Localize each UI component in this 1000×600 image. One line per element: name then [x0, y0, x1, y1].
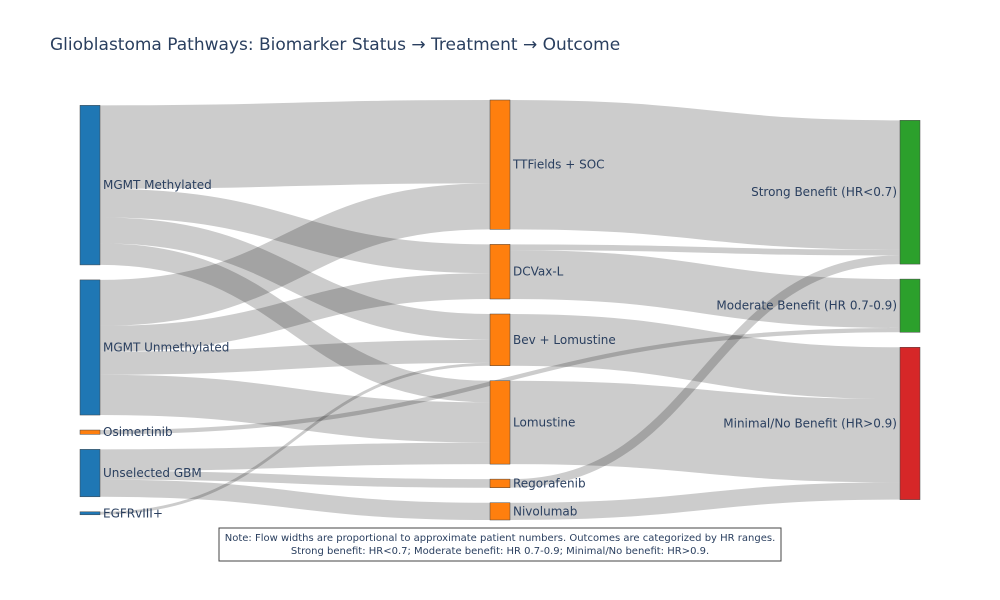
- link-mgmt_m-to-dcv: [99, 188, 491, 274]
- link-ttf-to-strong: [509, 100, 901, 250]
- node-bev: [489, 313, 511, 366]
- node-minimal: [899, 347, 921, 500]
- node-label-minimal: Minimal/No Benefit (HR>0.9): [723, 416, 897, 430]
- link-dcv-to-strong: [509, 244, 901, 256]
- node-rego: [489, 478, 511, 488]
- node-lom: [489, 380, 511, 465]
- note-box: Note: Flow widths are proportional to ap…: [218, 527, 782, 562]
- node-label-mgmt_u: MGMT Unmethylated: [103, 340, 229, 354]
- node-moderate: [899, 278, 921, 333]
- node-egfr: [79, 511, 101, 516]
- node-nivo: [489, 502, 511, 521]
- link-mgmt_u-to-ttf: [99, 183, 491, 326]
- node-label-mgmt_m: MGMT Methylated: [103, 178, 212, 192]
- link-mgmt_u-to-bev: [99, 339, 491, 375]
- node-label-strong: Strong Benefit (HR<0.7): [751, 185, 897, 199]
- link-dcv-to-moderate: [509, 250, 901, 328]
- links-layer: [99, 100, 901, 520]
- link-unsel-to-nivo: [99, 479, 491, 520]
- note-border: [218, 527, 782, 562]
- node-label-egfr: EGFRvIII+: [103, 506, 163, 520]
- link-egfr-to-bev: [99, 362, 491, 515]
- node-label-lom: Lomustine: [513, 415, 575, 429]
- link-mgmt_m-to-ttf: [99, 100, 491, 189]
- link-unsel-to-rego: [99, 470, 491, 488]
- node-label-dcv: DCVax-L: [513, 265, 564, 279]
- node-label-ttf: TTFields + SOC: [512, 158, 605, 172]
- node-ttf: [489, 99, 511, 230]
- link-mgmt_m-to-bev: [99, 217, 491, 340]
- node-label-moderate: Moderate Benefit (HR 0.7-0.9): [716, 299, 897, 313]
- link-unsel-to-lom: [99, 442, 491, 471]
- chart-title: Glioblastoma Pathways: Biomarker Status …: [50, 35, 620, 55]
- link-mgmt_u-to-dcv: [99, 273, 491, 352]
- node-label-bev: Bev + Lomustine: [513, 333, 616, 347]
- nodes-layer: [79, 99, 921, 521]
- node-label-unsel: Unselected GBM: [103, 466, 202, 480]
- labels-layer: MGMT Methylated MGMT Unmethylated Osimerti…: [103, 158, 897, 521]
- node-osi: [79, 429, 101, 435]
- note-line-2: Strong benefit: HR<0.7; Moderate benefit…: [291, 546, 709, 557]
- node-mgmt_u: [79, 279, 101, 416]
- node-label-rego: Regorafenib: [513, 476, 586, 490]
- link-nivo-to-minimal: [509, 482, 901, 520]
- node-label-osi: Osimertinib: [103, 425, 173, 439]
- node-strong: [899, 120, 921, 265]
- node-unsel: [79, 449, 101, 498]
- link-mgmt_m-to-lom: [99, 243, 491, 403]
- link-lom-to-minimal: [509, 380, 901, 483]
- link-mgmt_u-to-lom: [99, 374, 491, 443]
- link-rego-to-strong: [509, 255, 901, 488]
- note-line-1: Note: Flow widths are proportional to ap…: [225, 533, 776, 544]
- node-dcv: [489, 244, 511, 300]
- node-label-nivo: Nivolumab: [513, 504, 577, 518]
- node-mgmt_m: [79, 105, 101, 266]
- link-bev-to-minimal: [509, 314, 901, 400]
